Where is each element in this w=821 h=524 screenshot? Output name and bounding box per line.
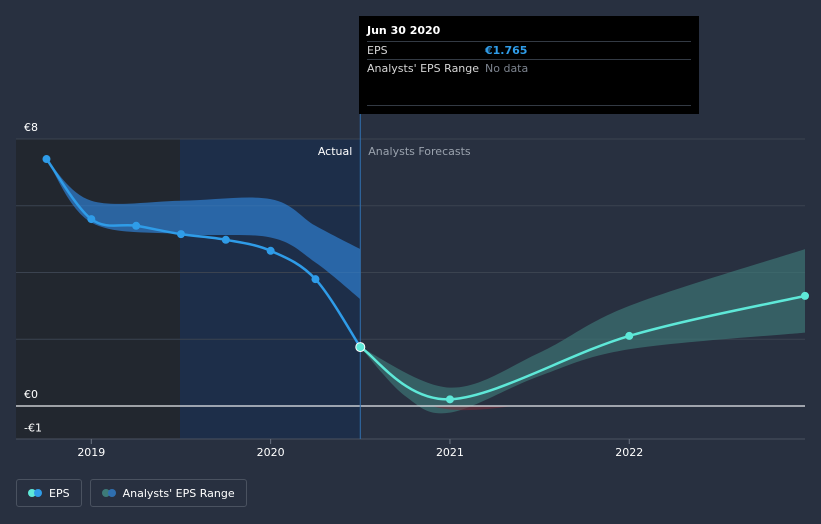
eps-point <box>311 275 320 284</box>
x-tick-label: 2022 <box>615 446 643 459</box>
eps-range-band-forecast <box>360 249 805 414</box>
legend-eps-toggle[interactable]: EPS <box>16 479 82 507</box>
eps-swatch-icon <box>28 489 42 497</box>
x-tick-label: 2019 <box>77 446 105 459</box>
forecast-section-label: Analysts Forecasts <box>368 145 471 158</box>
eps-point <box>801 291 809 300</box>
eps-range-band-past <box>46 159 361 300</box>
tooltip-eps-value: €1.765 <box>485 44 528 57</box>
past-shade-dark <box>16 139 180 439</box>
eps-point <box>176 230 185 239</box>
range-swatch-icon <box>101 489 116 497</box>
chart-tooltip: Jun 30 2020 EPS €1.765 Analysts' EPS Ran… <box>359 16 699 114</box>
tooltip-row-range: Analysts' EPS Range No data <box>367 59 691 77</box>
tooltip-range-value: No data <box>485 62 529 75</box>
tooltip-eps-label: EPS <box>367 44 388 57</box>
y-tick-label: €8 <box>24 121 38 134</box>
legend-range-toggle[interactable]: Analysts' EPS Range <box>89 479 247 507</box>
tooltip-range-label: Analysts' EPS Range <box>367 62 480 75</box>
legend-range-label: Analysts' EPS Range <box>122 486 235 500</box>
eps-point <box>132 221 141 230</box>
chart-legend: EPS Analysts' EPS Range <box>16 479 247 507</box>
eps-point <box>625 331 634 340</box>
x-tick-label: 2021 <box>436 446 464 459</box>
eps-point <box>355 342 366 353</box>
tooltip-divider <box>367 105 691 106</box>
eps-line-forecast <box>359 294 806 401</box>
eps-point <box>445 395 454 404</box>
eps-point <box>42 155 51 164</box>
eps-point <box>221 235 230 244</box>
negative-range-area <box>432 406 513 411</box>
eps-point <box>87 215 96 224</box>
y-tick-label: €0 <box>24 388 38 401</box>
x-tick-label: 2020 <box>257 446 285 459</box>
eps-point <box>266 246 275 255</box>
past-shade-highlight <box>180 139 361 439</box>
tooltip-row-eps: EPS €1.765 <box>367 41 691 59</box>
actual-section-label: Actual <box>318 145 352 158</box>
legend-eps-label: EPS <box>49 486 70 500</box>
tooltip-date: Jun 30 2020 <box>367 24 441 37</box>
y-tick-label: -€1 <box>24 421 42 434</box>
